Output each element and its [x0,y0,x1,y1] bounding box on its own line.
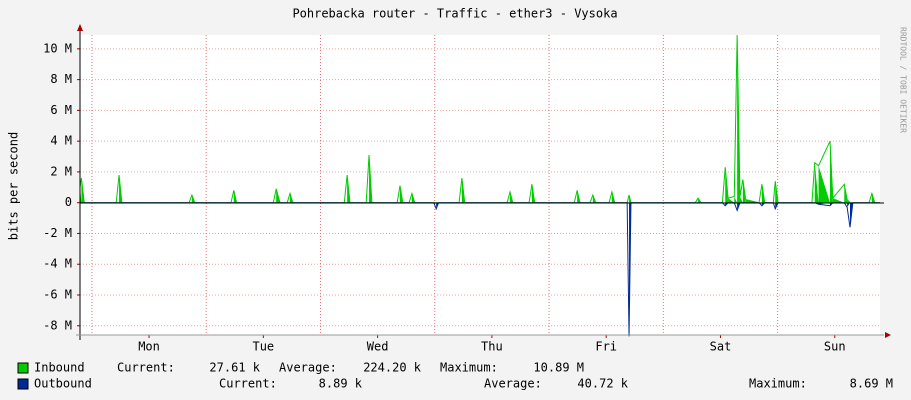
y-tick-label: -2 M [43,226,72,240]
stat-label: Maximum: [440,361,498,375]
legend: Inbound Current: 27.61 k Average: 224.20 k Ma… [17,361,893,391]
y-tick-label: 6 M [50,103,72,117]
stat-value: 8.89 k [319,377,363,391]
axes [76,24,891,340]
x-tick-label: Fri [595,340,617,354]
stat-value: 40.72 k [577,377,628,391]
stat-value: 8.69 M [850,377,893,391]
chart-title: Pohrebacka router - Traffic - ether3 - V… [292,7,617,21]
x-tick-label: Mon [138,340,160,354]
y-tick-label: 8 M [50,72,72,86]
stat-value: 10.89 M [533,361,584,375]
x-tick-label: Sat [710,340,732,354]
x-tick-label: Tue [252,340,274,354]
y-tick-label: 4 M [50,134,72,148]
x-tick-label: Sun [824,340,846,354]
legend-swatch [17,362,29,374]
x-tick-label: Wed [367,340,389,354]
plot-area [80,35,880,335]
stat-label: Average: [484,377,542,391]
legend-label: Inbound [34,361,85,375]
y-axis-label: bits per second [7,132,21,240]
watermark: RRDTOOL / TOBI OETIKER [899,27,908,133]
y-arrow [77,24,83,31]
x-arrow [885,332,891,338]
stat-label: Average: [279,361,337,375]
stat-value: 224.20 k [363,361,422,375]
y-tick-label: -6 M [43,288,72,302]
stat-label: Current: [219,377,277,391]
legend-label: Outbound [34,377,92,391]
stat-label: Current: [117,361,175,375]
stat-value: 27.61 k [209,361,260,375]
y-tick-label: -8 M [43,318,72,332]
x-tick-label: Thu [481,340,503,354]
y-tick-label: 10 M [43,41,72,55]
stat-label: Maximum: [749,377,807,391]
y-tick-label: 2 M [50,164,72,178]
y-tick-label: 0 [65,195,72,209]
legend-swatch [17,378,29,390]
y-tick-label: -4 M [43,257,72,271]
